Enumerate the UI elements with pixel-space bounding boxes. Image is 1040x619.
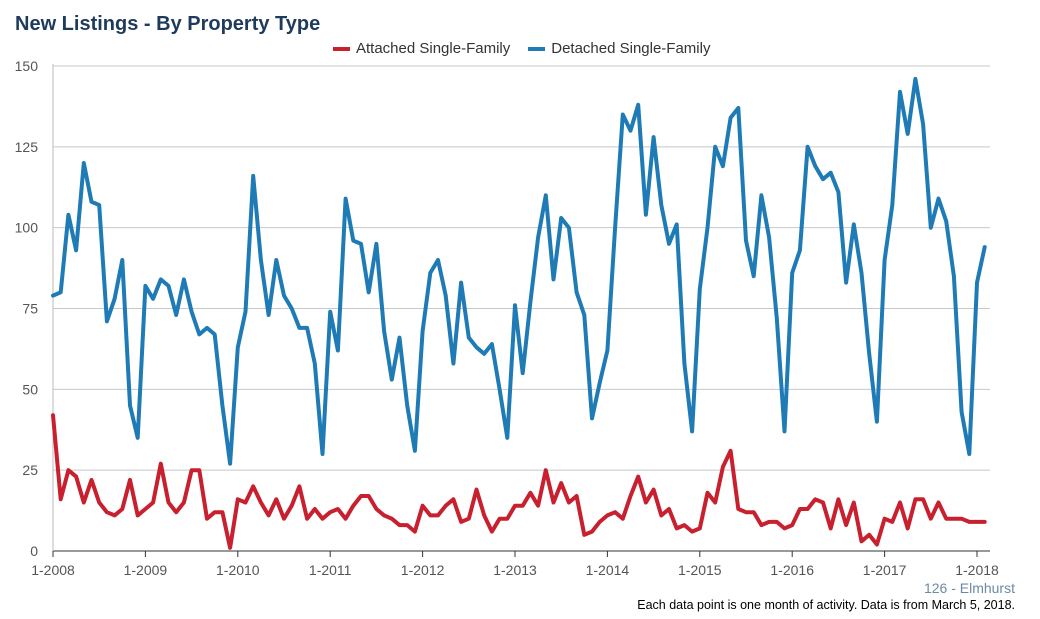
x-tick-label: 1-2009: [124, 562, 168, 578]
x-tick-label: 1-2008: [31, 562, 75, 578]
legend-label-attached: Attached Single-Family: [356, 40, 511, 57]
legend-label-detached: Detached Single-Family: [551, 40, 711, 57]
attached-series-line: [51, 413, 987, 550]
legend-item-attached[interactable]: Attached Single-Family: [333, 40, 510, 57]
detached-series-line: [51, 76, 987, 466]
x-tick-label: 1-2017: [863, 562, 907, 578]
y-tick-label: 0: [30, 543, 38, 559]
x-tick-label: 1-2014: [586, 562, 630, 578]
y-tick-label: 125: [15, 139, 39, 155]
legend-swatch-detached: [528, 46, 546, 51]
chart-title: New Listings - By Property Type: [15, 13, 321, 35]
y-tick-label: 75: [22, 301, 38, 317]
chart-legend: Attached Single-Family Detached Single-F…: [333, 40, 710, 57]
x-tick-label: 1-2012: [401, 562, 445, 578]
x-tick-label: 1-2011: [309, 562, 352, 578]
y-tick-label: 50: [22, 381, 38, 397]
area-id-label: 126 - Elmhurst: [923, 580, 1015, 596]
legend-item-detached[interactable]: Detached Single-Family: [528, 40, 710, 57]
legend-swatch-attached: [333, 46, 350, 51]
data-note: Each data point is one month of activity…: [637, 598, 1015, 612]
x-tick-label: 1-2018: [955, 562, 999, 578]
x-tick-label: 1-2016: [770, 562, 814, 578]
x-tick-label: 1-2010: [216, 562, 260, 578]
y-tick-label: 150: [15, 58, 39, 74]
y-tick-label: 25: [22, 462, 38, 478]
x-tick-label: 1-2013: [493, 562, 537, 578]
y-tick-label: 100: [15, 220, 39, 236]
x-tick-label: 1-2015: [678, 562, 722, 578]
